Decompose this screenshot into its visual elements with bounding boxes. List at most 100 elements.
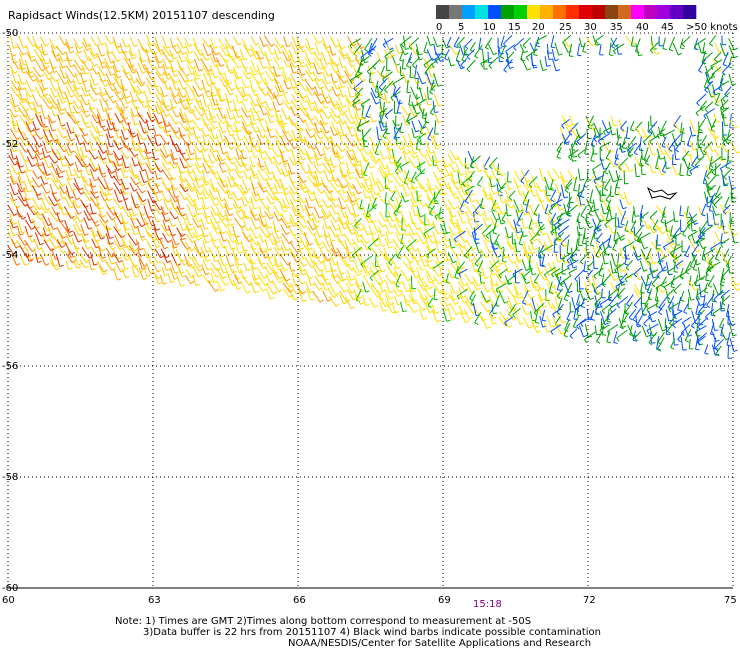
wind-barb xyxy=(680,267,692,280)
wind-barb xyxy=(240,114,251,127)
wind-barb xyxy=(639,238,648,250)
wind-barb xyxy=(425,202,435,214)
wind-barb xyxy=(96,141,107,154)
wind-barb xyxy=(32,35,41,49)
wind-barb xyxy=(291,129,301,142)
wind-barb xyxy=(633,206,640,217)
wind-barb xyxy=(305,128,315,139)
time-label: 15:18 xyxy=(473,599,502,610)
wind-barb xyxy=(573,176,578,192)
wind-barb xyxy=(672,331,679,346)
wind-barb xyxy=(429,104,437,116)
wind-barb xyxy=(16,94,27,104)
wind-barb xyxy=(202,84,212,98)
wind-barb xyxy=(280,213,292,225)
wind-barb xyxy=(26,148,37,160)
wind-barb xyxy=(66,177,76,192)
wind-barb xyxy=(255,111,265,122)
wind-barb xyxy=(232,99,241,112)
wind-barb xyxy=(56,91,67,104)
wind-barb xyxy=(98,72,107,83)
wind-barb xyxy=(82,238,91,250)
wind-barb xyxy=(27,178,36,188)
wind-barb xyxy=(9,213,17,225)
wind-barb xyxy=(313,154,323,167)
wind-barb xyxy=(601,120,612,134)
wind-barb xyxy=(711,66,722,78)
wind-barb xyxy=(144,168,153,181)
wind-barb xyxy=(176,273,185,287)
wind-barb xyxy=(425,237,434,252)
wind-barb xyxy=(178,127,186,137)
wind-barb xyxy=(661,161,667,174)
wind-barb xyxy=(48,154,59,164)
wind-barb xyxy=(176,205,186,217)
wind-barb xyxy=(9,148,18,160)
wind-barb xyxy=(99,58,107,69)
wind-barb xyxy=(714,42,723,53)
colorbar-swatch xyxy=(605,5,619,19)
wind-barb xyxy=(298,93,309,103)
wind-barb xyxy=(72,190,81,201)
wind-barb xyxy=(193,241,204,255)
wind-barb xyxy=(383,92,392,104)
wind-barb xyxy=(73,177,84,191)
wind-barb xyxy=(216,154,226,165)
wind-barb xyxy=(89,84,100,96)
wind-barb xyxy=(403,35,410,50)
wind-barb xyxy=(40,121,50,132)
wind-barb xyxy=(592,176,603,188)
wind-barb xyxy=(616,44,623,55)
wind-barb xyxy=(425,77,436,88)
wind-barb xyxy=(50,45,60,57)
wind-barb xyxy=(160,99,172,112)
wind-barb xyxy=(448,206,457,218)
wind-barb xyxy=(55,253,64,267)
wind-barb xyxy=(275,119,286,129)
wind-barb xyxy=(184,177,196,190)
wind-barb xyxy=(10,70,20,84)
wind-barb xyxy=(257,157,265,168)
wind-barb xyxy=(618,119,627,133)
wind-barb xyxy=(280,183,290,195)
wind-barb xyxy=(256,281,267,292)
wind-barb xyxy=(42,69,53,81)
wind-barb xyxy=(575,196,584,207)
wind-barb xyxy=(590,309,596,321)
wind-barb xyxy=(663,156,671,170)
wind-barb xyxy=(32,170,42,180)
wind-barb xyxy=(291,206,300,217)
wind-barb xyxy=(137,48,147,63)
wind-barb xyxy=(416,196,427,208)
wind-barb xyxy=(585,37,596,47)
wind-barb xyxy=(440,168,450,178)
wind-barb xyxy=(580,205,588,219)
wind-barb xyxy=(462,175,473,187)
wind-barb xyxy=(282,51,292,62)
wind-barb xyxy=(81,65,89,75)
wind-barb xyxy=(135,106,143,118)
wind-barb xyxy=(32,66,44,78)
wind-barb xyxy=(290,73,301,87)
wind-barb xyxy=(296,171,307,184)
wind-barb xyxy=(224,72,233,85)
wind-barb xyxy=(322,147,332,162)
wind-barb xyxy=(266,139,274,150)
wind-barb xyxy=(353,50,362,62)
wind-barb xyxy=(155,71,168,84)
wind-barb xyxy=(225,162,235,172)
wind-barb xyxy=(339,122,348,137)
wind-barb xyxy=(689,154,697,164)
wind-barb xyxy=(272,148,282,158)
wind-barb xyxy=(128,254,139,268)
wind-barb xyxy=(489,195,500,209)
wind-barb xyxy=(722,62,732,76)
wind-barb xyxy=(152,77,160,88)
wind-barb xyxy=(428,205,436,217)
wind-barb xyxy=(224,85,234,96)
wind-barb xyxy=(42,65,53,75)
wind-barb xyxy=(239,49,248,61)
wind-barb xyxy=(600,203,608,215)
wind-barb xyxy=(65,38,74,49)
wind-barb xyxy=(360,143,371,156)
